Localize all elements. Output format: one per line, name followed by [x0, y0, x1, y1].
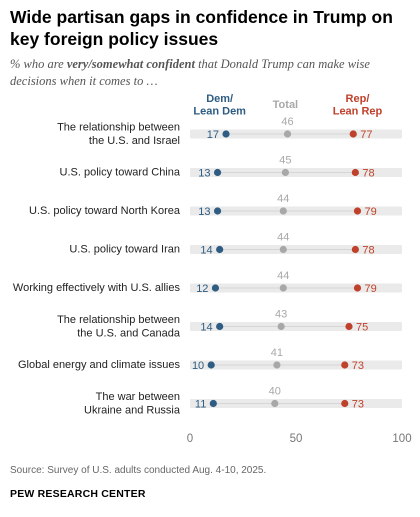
dot-total [279, 207, 287, 215]
subtitle-prefix: % who are [10, 57, 67, 71]
dot-dem [216, 322, 224, 331]
dot-rep [351, 168, 359, 177]
chart-subtitle: % who are very/somewhat confident that D… [10, 56, 410, 90]
dot-total [271, 399, 279, 408]
value-label-total: 46 [281, 116, 293, 128]
category-label: The war between Ukraine and Russia [84, 391, 181, 417]
value-label-rep: 73 [352, 360, 364, 372]
value-label-rep: 73 [352, 399, 364, 411]
category-label: Global energy and climate issues [18, 359, 181, 371]
value-label-rep: 75 [356, 322, 368, 334]
legend-total: Total [273, 99, 298, 111]
dot-total [279, 245, 287, 254]
dot-rep [353, 207, 362, 215]
dot-total [273, 361, 281, 369]
value-label-rep: 79 [364, 283, 376, 295]
subtitle-suffix: that Donald Trump can make wise decision… [10, 57, 370, 88]
dot-dem [213, 168, 222, 177]
legend-dem: Dem/Lean Dem [193, 93, 246, 118]
category-label: The relationship between the U.S. and Isr… [57, 121, 180, 147]
dot-rep [353, 284, 362, 292]
dot-dem [211, 284, 220, 292]
value-label-dem: 10 [192, 360, 204, 372]
value-label-dem: 13 [198, 168, 210, 180]
dot-rep [341, 361, 349, 369]
dot-rep [351, 245, 359, 254]
dot-dem [207, 361, 215, 369]
category-label: U.S. policy toward North Korea [29, 205, 181, 217]
value-label-dem: 14 [200, 322, 212, 334]
dot-total [277, 322, 285, 331]
chart-title: Wide partisan gaps in confidence in Trum… [10, 7, 393, 49]
organization-name: PEW RESEARCH CENTER [10, 488, 146, 500]
value-label-dem: 17 [207, 129, 219, 141]
value-label-dem: 12 [196, 283, 208, 295]
subtitle-emphasis: very/somewhat confident [66, 57, 195, 71]
value-label-dem: 13 [198, 206, 210, 218]
dot-dem [213, 207, 222, 215]
x-tick-label: 100 [392, 433, 411, 445]
value-label-total: 41 [271, 347, 283, 359]
dot-dem [222, 130, 230, 138]
dot-rep [345, 322, 353, 331]
dot-total [283, 130, 292, 138]
value-label-rep: 77 [360, 129, 372, 141]
value-label-total: 44 [277, 193, 289, 205]
dot-rep [341, 399, 349, 408]
source-note: Source: Survey of U.S. adults conducted … [10, 465, 267, 476]
dot-dem [216, 245, 224, 254]
dot-total [281, 168, 289, 177]
category-label: Working effectively with U.S. allies [13, 282, 181, 294]
x-tick-label: 0 [187, 433, 193, 445]
legend-rep: Rep/Lean Rep [333, 93, 383, 118]
value-label-total: 44 [277, 232, 289, 244]
value-label-rep: 78 [362, 245, 374, 257]
dot-rep [349, 130, 357, 138]
value-label-total: 45 [279, 155, 291, 167]
value-label-dem: 14 [200, 245, 212, 257]
category-label: U.S. policy toward Iran [69, 243, 180, 255]
value-label-dem: 11 [195, 399, 206, 411]
value-label-rep: 79 [364, 206, 376, 218]
dot-total [279, 284, 287, 292]
value-label-total: 44 [277, 270, 289, 282]
category-label: The relationship between the U.S. and Can… [57, 314, 181, 340]
value-label-rep: 78 [362, 168, 374, 180]
dot-dem [209, 399, 217, 408]
x-tick-label: 50 [290, 433, 303, 445]
value-label-total: 43 [275, 309, 287, 321]
category-label: U.S. policy toward China [60, 166, 181, 178]
value-label-total: 40 [269, 386, 281, 398]
